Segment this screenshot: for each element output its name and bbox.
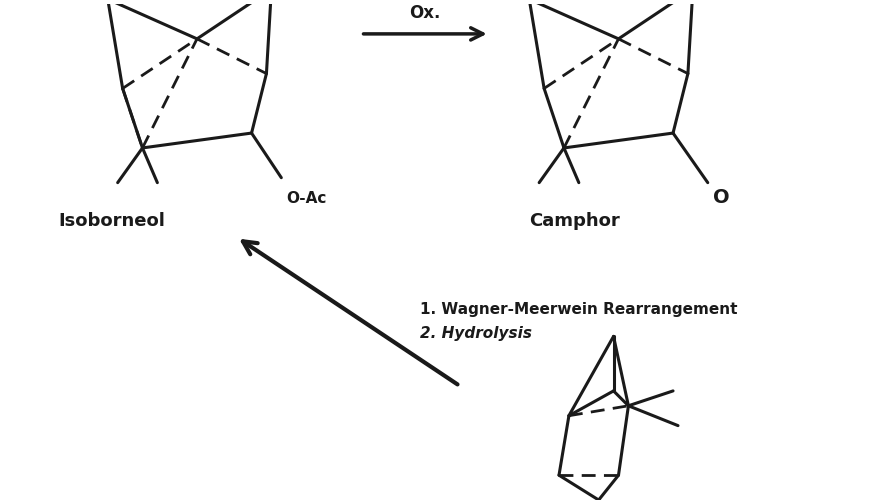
Text: O: O [713, 188, 730, 206]
Text: O-Ac: O-Ac [286, 190, 326, 206]
Text: Camphor: Camphor [529, 212, 620, 230]
Text: 1. Wagner-Meerwein Rearrangement: 1. Wagner-Meerwein Rearrangement [420, 302, 738, 316]
Text: Ox.: Ox. [410, 4, 441, 22]
Text: Isoborneol: Isoborneol [58, 212, 165, 230]
Text: 2. Hydrolysis: 2. Hydrolysis [420, 326, 532, 342]
